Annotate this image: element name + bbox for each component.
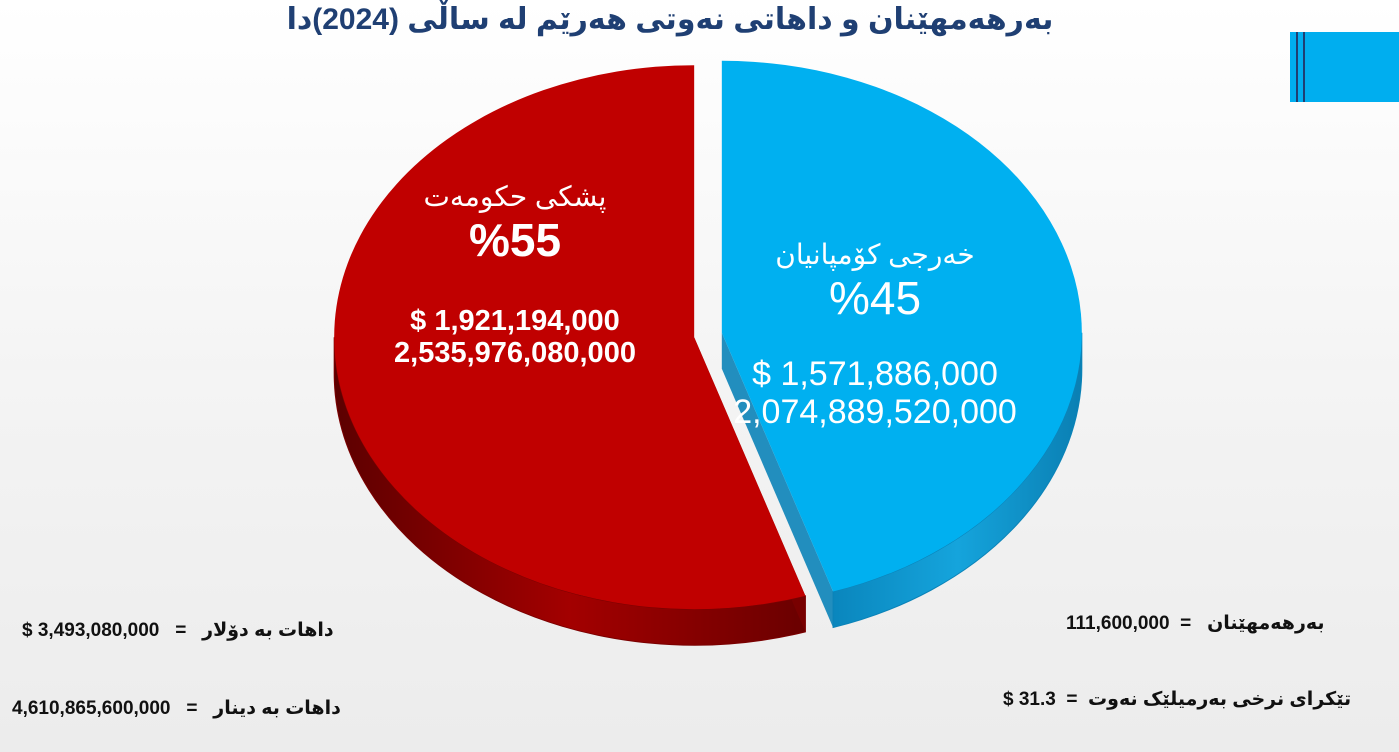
slice-name: خەرجی کۆمپانیان [775,239,975,270]
slice-iqd: 2,535,976,080,000 [394,337,636,369]
accent-block [1290,32,1399,102]
stat-revenue-usd: $ 3,493,080,000 = داهات بە دۆلار [22,620,334,641]
stat-revenue-iqd: 4,610,865,600,000 = داهات بە دینار [12,698,341,719]
stat-value: 4,610,865,600,000 [12,698,171,719]
slice-label-companies: خەرجی کۆمپانیان %45 $ 1,571,886,000 2,07… [700,238,1050,431]
slice-usd: $ 1,921,194,000 [410,305,620,337]
stat-label: بەرهەمهێنان [1207,613,1325,634]
stat-label: داهات بە دینار [213,698,341,719]
pie-slice-companies [721,60,1082,592]
accent-line [1303,32,1305,102]
slice-percent: %45 [828,272,922,324]
stat-value: 111,600,000 [1066,613,1170,634]
stat-average-price: $ 31.3 = تێکرای نرخی بەرمیلێک نەوت [1003,689,1352,710]
accent-line [1296,32,1298,102]
stat-value: $ 31.3 [1003,689,1056,710]
stat-label: تێکرای نرخی بەرمیلێک نەوت [1088,689,1352,710]
slice-percent: %55 [468,214,562,266]
stat-value: $ 3,493,080,000 [22,620,160,641]
pie-slice-government [334,65,806,610]
slice-name: پشکی حکومەت [423,181,607,212]
stat-label: داهات بە دۆلار [202,620,334,641]
pie-slice-edge [721,332,834,628]
page-title: بەرهەمهێنان و داهاتی نەوتی هەرێم لە ساڵی… [286,3,1054,36]
stat-production: 111,600,000 = بەرهەمهێنان [1066,613,1325,634]
slice-usd: $ 1,571,886,000 [752,355,998,393]
slice-iqd: 2,074,889,520,000 [733,393,1017,431]
slice-label-government: پشکی حکومەت %55 $ 1,921,194,000 2,535,97… [345,180,685,369]
